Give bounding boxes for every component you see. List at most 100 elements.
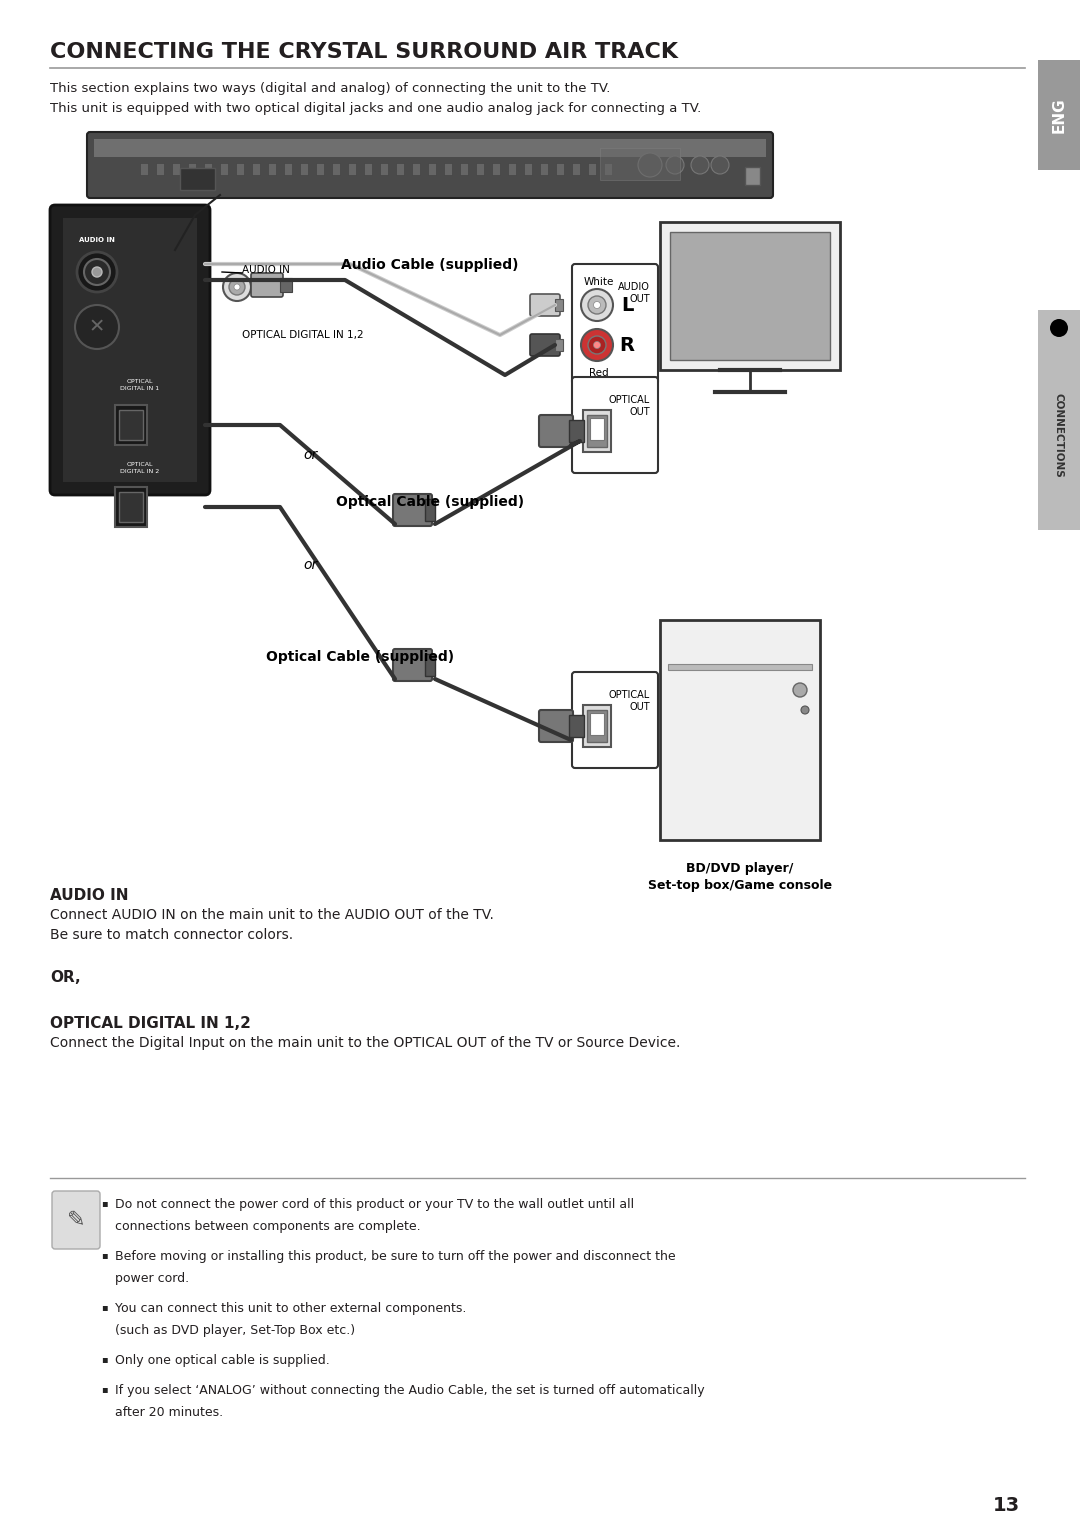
Circle shape — [581, 289, 613, 321]
Text: R: R — [620, 335, 635, 355]
Bar — [426, 653, 435, 676]
Bar — [1038, 60, 1080, 170]
FancyBboxPatch shape — [87, 132, 773, 197]
Circle shape — [638, 153, 662, 177]
Text: Only one optical cable is supplied.: Only one optical cable is supplied. — [114, 1354, 329, 1366]
Bar — [426, 499, 435, 522]
Bar — [444, 164, 453, 174]
FancyBboxPatch shape — [50, 205, 210, 496]
Circle shape — [92, 268, 102, 277]
FancyBboxPatch shape — [530, 294, 561, 317]
Bar — [524, 164, 532, 174]
Circle shape — [793, 682, 807, 698]
Bar — [588, 415, 607, 447]
Text: Audio Cable (supplied): Audio Cable (supplied) — [341, 259, 518, 272]
Circle shape — [77, 252, 117, 292]
Text: OPTICAL
OUT: OPTICAL OUT — [609, 690, 650, 711]
Text: OR,: OR, — [50, 970, 81, 985]
Text: Be sure to match connector colors.: Be sure to match connector colors. — [50, 929, 293, 942]
Text: BD/DVD player/
Set-top box/Game console: BD/DVD player/ Set-top box/Game console — [648, 861, 832, 892]
Text: If you select ‘ANALOG’ without connecting the Audio Cable, the set is turned off: If you select ‘ANALOG’ without connectin… — [114, 1385, 704, 1397]
Text: ENG: ENG — [1052, 98, 1067, 133]
Bar — [119, 493, 143, 522]
Text: This unit is equipped with two optical digital jacks and one audio analog jack f: This unit is equipped with two optical d… — [50, 103, 701, 115]
Text: OPTICAL
OUT: OPTICAL OUT — [609, 395, 650, 416]
Text: ▪: ▪ — [102, 1385, 108, 1394]
Bar — [572, 164, 580, 174]
Circle shape — [594, 301, 600, 309]
FancyBboxPatch shape — [393, 649, 432, 681]
Bar — [316, 164, 324, 174]
Bar — [492, 164, 500, 174]
Circle shape — [711, 156, 729, 174]
Circle shape — [75, 304, 119, 349]
Text: ✎: ✎ — [67, 1210, 85, 1230]
Circle shape — [588, 337, 606, 353]
Bar — [590, 418, 604, 441]
Bar — [588, 710, 607, 742]
Circle shape — [1050, 318, 1068, 337]
FancyBboxPatch shape — [572, 672, 658, 768]
Bar — [300, 164, 308, 174]
FancyBboxPatch shape — [393, 494, 432, 526]
Bar — [540, 164, 548, 174]
Text: Before moving or installing this product, be sure to turn off the power and disc: Before moving or installing this product… — [114, 1250, 676, 1262]
Bar — [380, 164, 388, 174]
Text: ✕: ✕ — [89, 318, 105, 337]
FancyBboxPatch shape — [572, 376, 658, 473]
Bar — [280, 278, 292, 292]
Bar — [508, 164, 516, 174]
Bar — [583, 410, 611, 451]
Text: after 20 minutes.: after 20 minutes. — [114, 1406, 224, 1418]
Bar — [204, 164, 212, 174]
Bar — [364, 164, 372, 174]
Bar — [569, 421, 584, 442]
Bar — [600, 148, 680, 181]
Text: CONNECTIONS: CONNECTIONS — [1054, 393, 1064, 477]
Bar — [348, 164, 356, 174]
Text: OPTICAL DIGITAL IN 1,2: OPTICAL DIGITAL IN 1,2 — [242, 330, 364, 340]
Text: OPTICAL
DIGITAL IN 2: OPTICAL DIGITAL IN 2 — [120, 462, 160, 474]
Text: or: or — [302, 448, 318, 462]
Bar — [670, 233, 831, 360]
Text: AUDIO IN: AUDIO IN — [50, 887, 129, 903]
Circle shape — [801, 705, 809, 715]
Bar — [180, 168, 215, 190]
Bar — [555, 298, 563, 311]
Bar — [252, 164, 260, 174]
Bar — [119, 410, 143, 441]
Bar — [569, 715, 584, 737]
Bar — [396, 164, 404, 174]
Bar — [556, 164, 564, 174]
Bar — [604, 164, 612, 174]
Bar — [669, 664, 812, 670]
FancyBboxPatch shape — [52, 1190, 100, 1248]
Bar — [590, 713, 604, 734]
Text: ▪: ▪ — [102, 1198, 108, 1209]
Text: power cord.: power cord. — [114, 1271, 189, 1285]
Bar — [555, 340, 563, 350]
Bar — [476, 164, 484, 174]
Text: or: or — [302, 558, 318, 572]
Bar — [172, 164, 180, 174]
Circle shape — [691, 156, 708, 174]
Bar — [745, 167, 760, 185]
Text: Red: Red — [590, 369, 609, 378]
Bar — [188, 164, 195, 174]
Text: Connect AUDIO IN on the main unit to the AUDIO OUT of the TV.: Connect AUDIO IN on the main unit to the… — [50, 907, 494, 923]
Text: L: L — [621, 295, 633, 315]
Text: connections between components are complete.: connections between components are compl… — [114, 1219, 420, 1233]
Text: You can connect this unit to other external components.: You can connect this unit to other exter… — [114, 1302, 467, 1314]
Text: ▪: ▪ — [102, 1302, 108, 1313]
Bar — [660, 620, 820, 840]
Bar — [583, 705, 611, 747]
Bar — [411, 164, 420, 174]
Text: 13: 13 — [993, 1496, 1020, 1515]
Circle shape — [588, 295, 606, 314]
Bar — [428, 164, 436, 174]
Text: ▪: ▪ — [102, 1354, 108, 1365]
Text: AUDIO
OUT: AUDIO OUT — [618, 282, 650, 303]
Bar — [460, 164, 468, 174]
Circle shape — [666, 156, 684, 174]
Bar — [140, 164, 148, 174]
